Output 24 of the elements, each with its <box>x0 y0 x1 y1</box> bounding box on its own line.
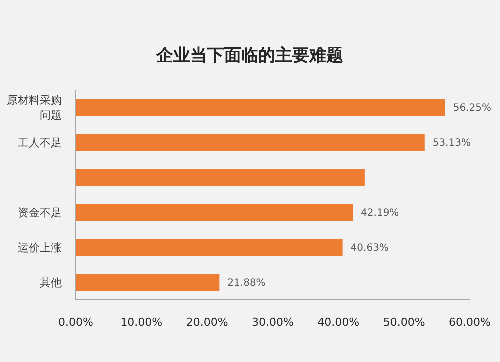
x-tick-label: 40.00% <box>318 316 360 329</box>
bar <box>76 239 343 256</box>
y-tick-label: 工人不足 <box>18 136 62 149</box>
x-tick-label: 30.00% <box>252 316 294 329</box>
x-tick-label: 0.00% <box>58 316 94 329</box>
y-tick-label: 运价上涨 <box>18 241 62 254</box>
y-tick-label: 资金不足 <box>18 206 62 219</box>
x-tick-label: 60.00% <box>449 316 491 329</box>
bar <box>76 169 365 186</box>
bar <box>76 134 425 151</box>
data-label: 53.13% <box>432 138 472 150</box>
bar <box>76 99 446 116</box>
data-label: 56.25% <box>453 103 492 114</box>
x-tick-label: 50.00% <box>383 316 426 329</box>
data-label: 21.88% <box>228 278 266 290</box>
bar <box>76 204 354 221</box>
y-tick-label: 原材料采购问题 <box>7 94 62 122</box>
x-tick-label: 10.00% <box>120 316 163 329</box>
chart-title: 企业当下面临的主要难题 <box>155 45 344 67</box>
y-tick-label: 其他 <box>40 276 62 289</box>
data-label: 40.63% <box>350 243 389 254</box>
x-tick-label: 20.00% <box>186 316 228 329</box>
data-label: 42.19% <box>361 208 400 220</box>
bar <box>76 274 220 291</box>
